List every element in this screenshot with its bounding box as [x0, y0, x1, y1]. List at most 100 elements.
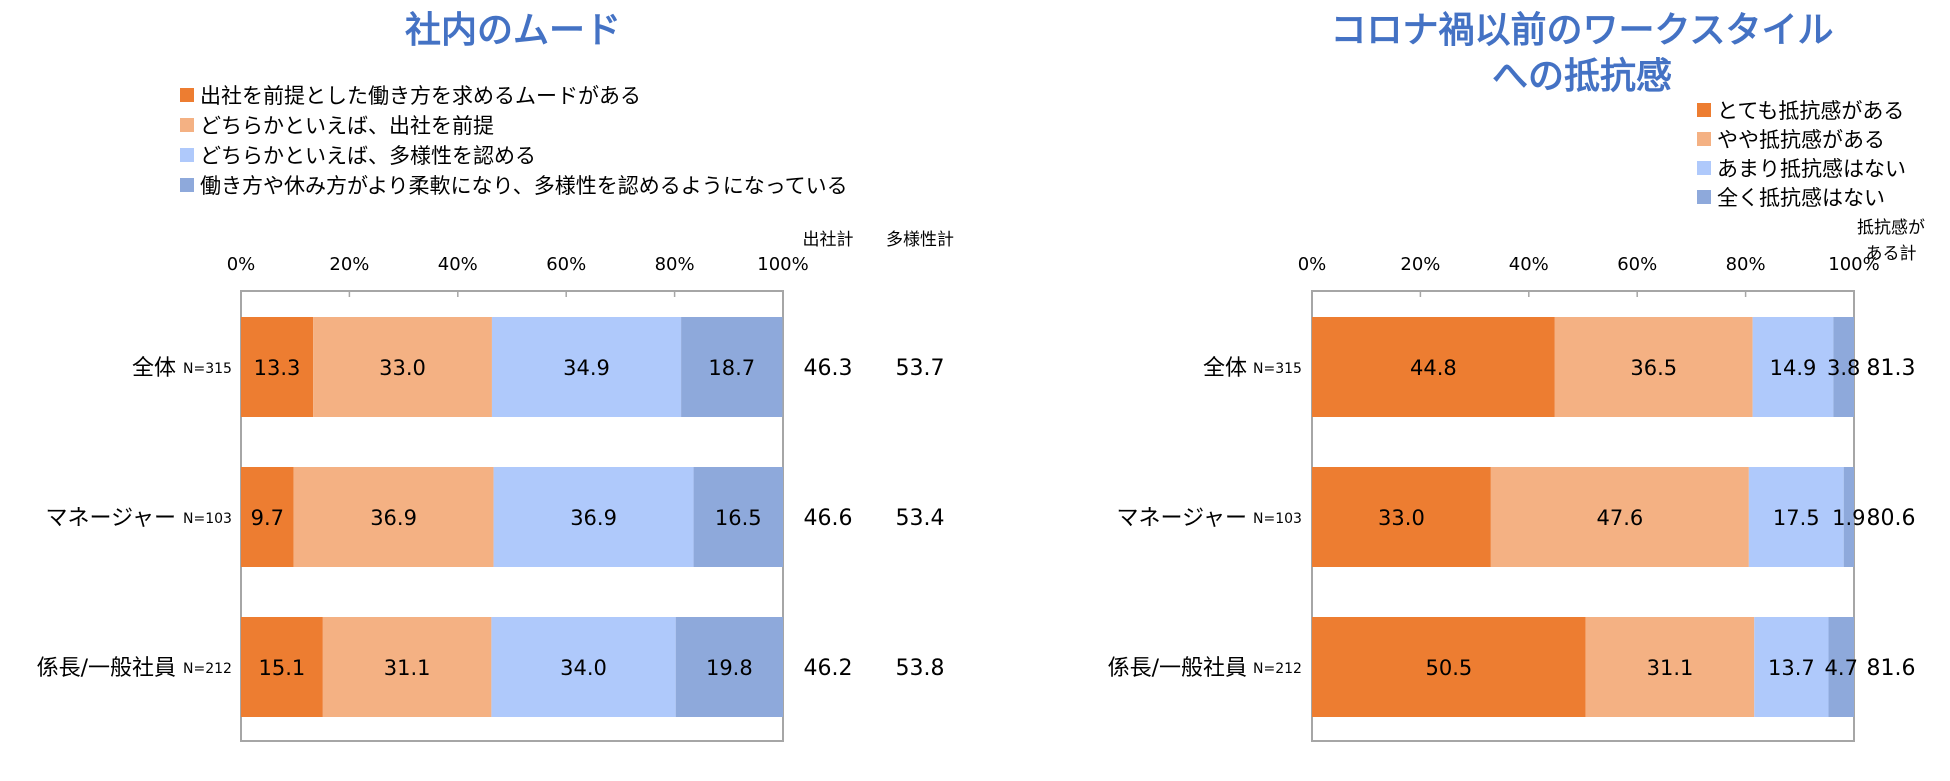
bar-segment	[1752, 317, 1834, 417]
x-tick-label: 40%	[438, 254, 478, 275]
x-tick-label: 100%	[757, 254, 808, 275]
category-label: マネージャー	[46, 506, 176, 531]
category-label: 係長/一般社員	[1108, 656, 1247, 681]
x-tick-label: 20%	[1400, 254, 1440, 275]
legend-swatch	[180, 118, 194, 132]
category-label: 全体	[132, 356, 176, 381]
bar-segment	[241, 467, 294, 567]
bar-segment	[675, 617, 783, 717]
bar-segment	[313, 317, 492, 417]
legend-swatch	[180, 88, 194, 102]
category-label: 全体	[1203, 356, 1247, 381]
total-value-label: 53.4	[896, 506, 945, 531]
legend-label: 働き方や休み方がより柔軟になり、多様性を認めるようになっている	[200, 174, 848, 198]
bar-segment	[322, 617, 492, 717]
legend-label: やや抵抗感がある	[1717, 128, 1885, 152]
bar-segment	[1754, 617, 1829, 717]
category-n-label: N=103	[183, 511, 232, 527]
total-value-label: 46.2	[804, 656, 853, 681]
bar-value-label: 19.8	[706, 656, 753, 680]
legend-label: 出社を前提とした働き方を求めるムードがある	[200, 84, 641, 108]
category-label: 係長/一般社員	[37, 656, 176, 681]
bar-segment	[491, 317, 682, 417]
chart-title: への抵抗感	[1492, 55, 1672, 97]
bar-segment	[1828, 617, 1854, 717]
bar-segment	[1312, 317, 1555, 417]
x-tick-label: 40%	[1509, 254, 1549, 275]
bar-segment	[1312, 467, 1491, 567]
x-tick-label: 0%	[1298, 254, 1327, 275]
bar-value-label: 34.0	[560, 656, 607, 680]
bar-value-label: 4.7	[1825, 656, 1858, 680]
legend-label: どちらかといえば、多様性を認める	[200, 144, 536, 168]
total-value-label: 53.8	[896, 656, 945, 681]
bar-segment	[693, 467, 783, 567]
bar-value-label: 36.9	[370, 506, 417, 530]
bar-segment	[681, 317, 783, 417]
category-n-label: N=212	[183, 661, 232, 677]
bar-value-label: 1.9	[1832, 506, 1865, 530]
bar-segment	[493, 467, 694, 567]
x-tick-label: 80%	[1726, 254, 1766, 275]
total-value-label: 53.7	[896, 356, 945, 381]
bar-value-label: 36.9	[570, 506, 617, 530]
total-column-header: ある計	[1866, 244, 1917, 264]
bar-value-label: 36.5	[1630, 356, 1677, 380]
category-label: マネージャー	[1117, 506, 1247, 531]
legend-swatch	[1697, 161, 1711, 175]
bar-segment	[1312, 617, 1586, 717]
total-column-header: 出社計	[803, 230, 854, 250]
legend-label: どちらかといえば、出社を前提	[200, 114, 494, 138]
bar-value-label: 17.5	[1773, 506, 1820, 530]
bar-value-label: 47.6	[1596, 506, 1643, 530]
legend-swatch	[1697, 190, 1711, 204]
bar-value-label: 13.7	[1768, 656, 1815, 680]
x-tick-label: 0%	[227, 254, 256, 275]
total-value-label: 46.6	[804, 506, 853, 531]
bar-segment	[293, 467, 494, 567]
bar-segment	[1490, 467, 1749, 567]
total-value-label: 46.3	[804, 356, 853, 381]
bar-segment	[1585, 617, 1755, 717]
bar-value-label: 9.7	[251, 506, 284, 530]
bar-value-label: 15.1	[259, 656, 306, 680]
category-n-label: N=103	[1253, 511, 1302, 527]
bar-value-label: 31.1	[1647, 656, 1694, 680]
bar-value-label: 14.9	[1770, 356, 1817, 380]
bar-value-label: 16.5	[715, 506, 762, 530]
bar-value-label: 34.9	[563, 356, 610, 380]
category-n-label: N=212	[1253, 661, 1302, 677]
bar-value-label: 3.8	[1827, 356, 1860, 380]
bar-value-label: 31.1	[384, 656, 431, 680]
legend-swatch	[1697, 132, 1711, 146]
bar-segment	[241, 617, 323, 717]
chart-title: 社内のムード	[405, 10, 621, 51]
bar-segment	[1554, 317, 1753, 417]
bar-segment	[241, 317, 314, 417]
legend-label: あまり抵抗感はない	[1717, 157, 1906, 181]
total-column-header: 抵抗感が	[1857, 218, 1925, 238]
x-tick-label: 20%	[329, 254, 369, 275]
bar-segment	[1833, 317, 1854, 417]
total-value-label: 80.6	[1867, 506, 1916, 531]
bar-value-label: 50.5	[1425, 656, 1472, 680]
total-value-label: 81.6	[1867, 656, 1916, 681]
category-n-label: N=315	[183, 361, 232, 377]
chart-title: コロナ禍以前のワークスタイル	[1331, 10, 1834, 51]
bar-segment	[1748, 467, 1844, 567]
legend-swatch	[180, 178, 194, 192]
total-value-label: 81.3	[1867, 356, 1916, 381]
legend-swatch	[1697, 103, 1711, 117]
bar-segment	[491, 617, 676, 717]
x-tick-label: 60%	[546, 254, 586, 275]
x-tick-label: 100%	[1828, 254, 1879, 275]
bar-value-label: 13.3	[254, 356, 301, 380]
bar-value-label: 18.7	[708, 356, 755, 380]
bar-segment	[1843, 467, 1854, 567]
bar-value-label: 33.0	[379, 356, 426, 380]
legend-label: とても抵抗感がある	[1717, 99, 1904, 123]
x-tick-label: 60%	[1617, 254, 1657, 275]
bar-value-label: 44.8	[1410, 356, 1457, 380]
